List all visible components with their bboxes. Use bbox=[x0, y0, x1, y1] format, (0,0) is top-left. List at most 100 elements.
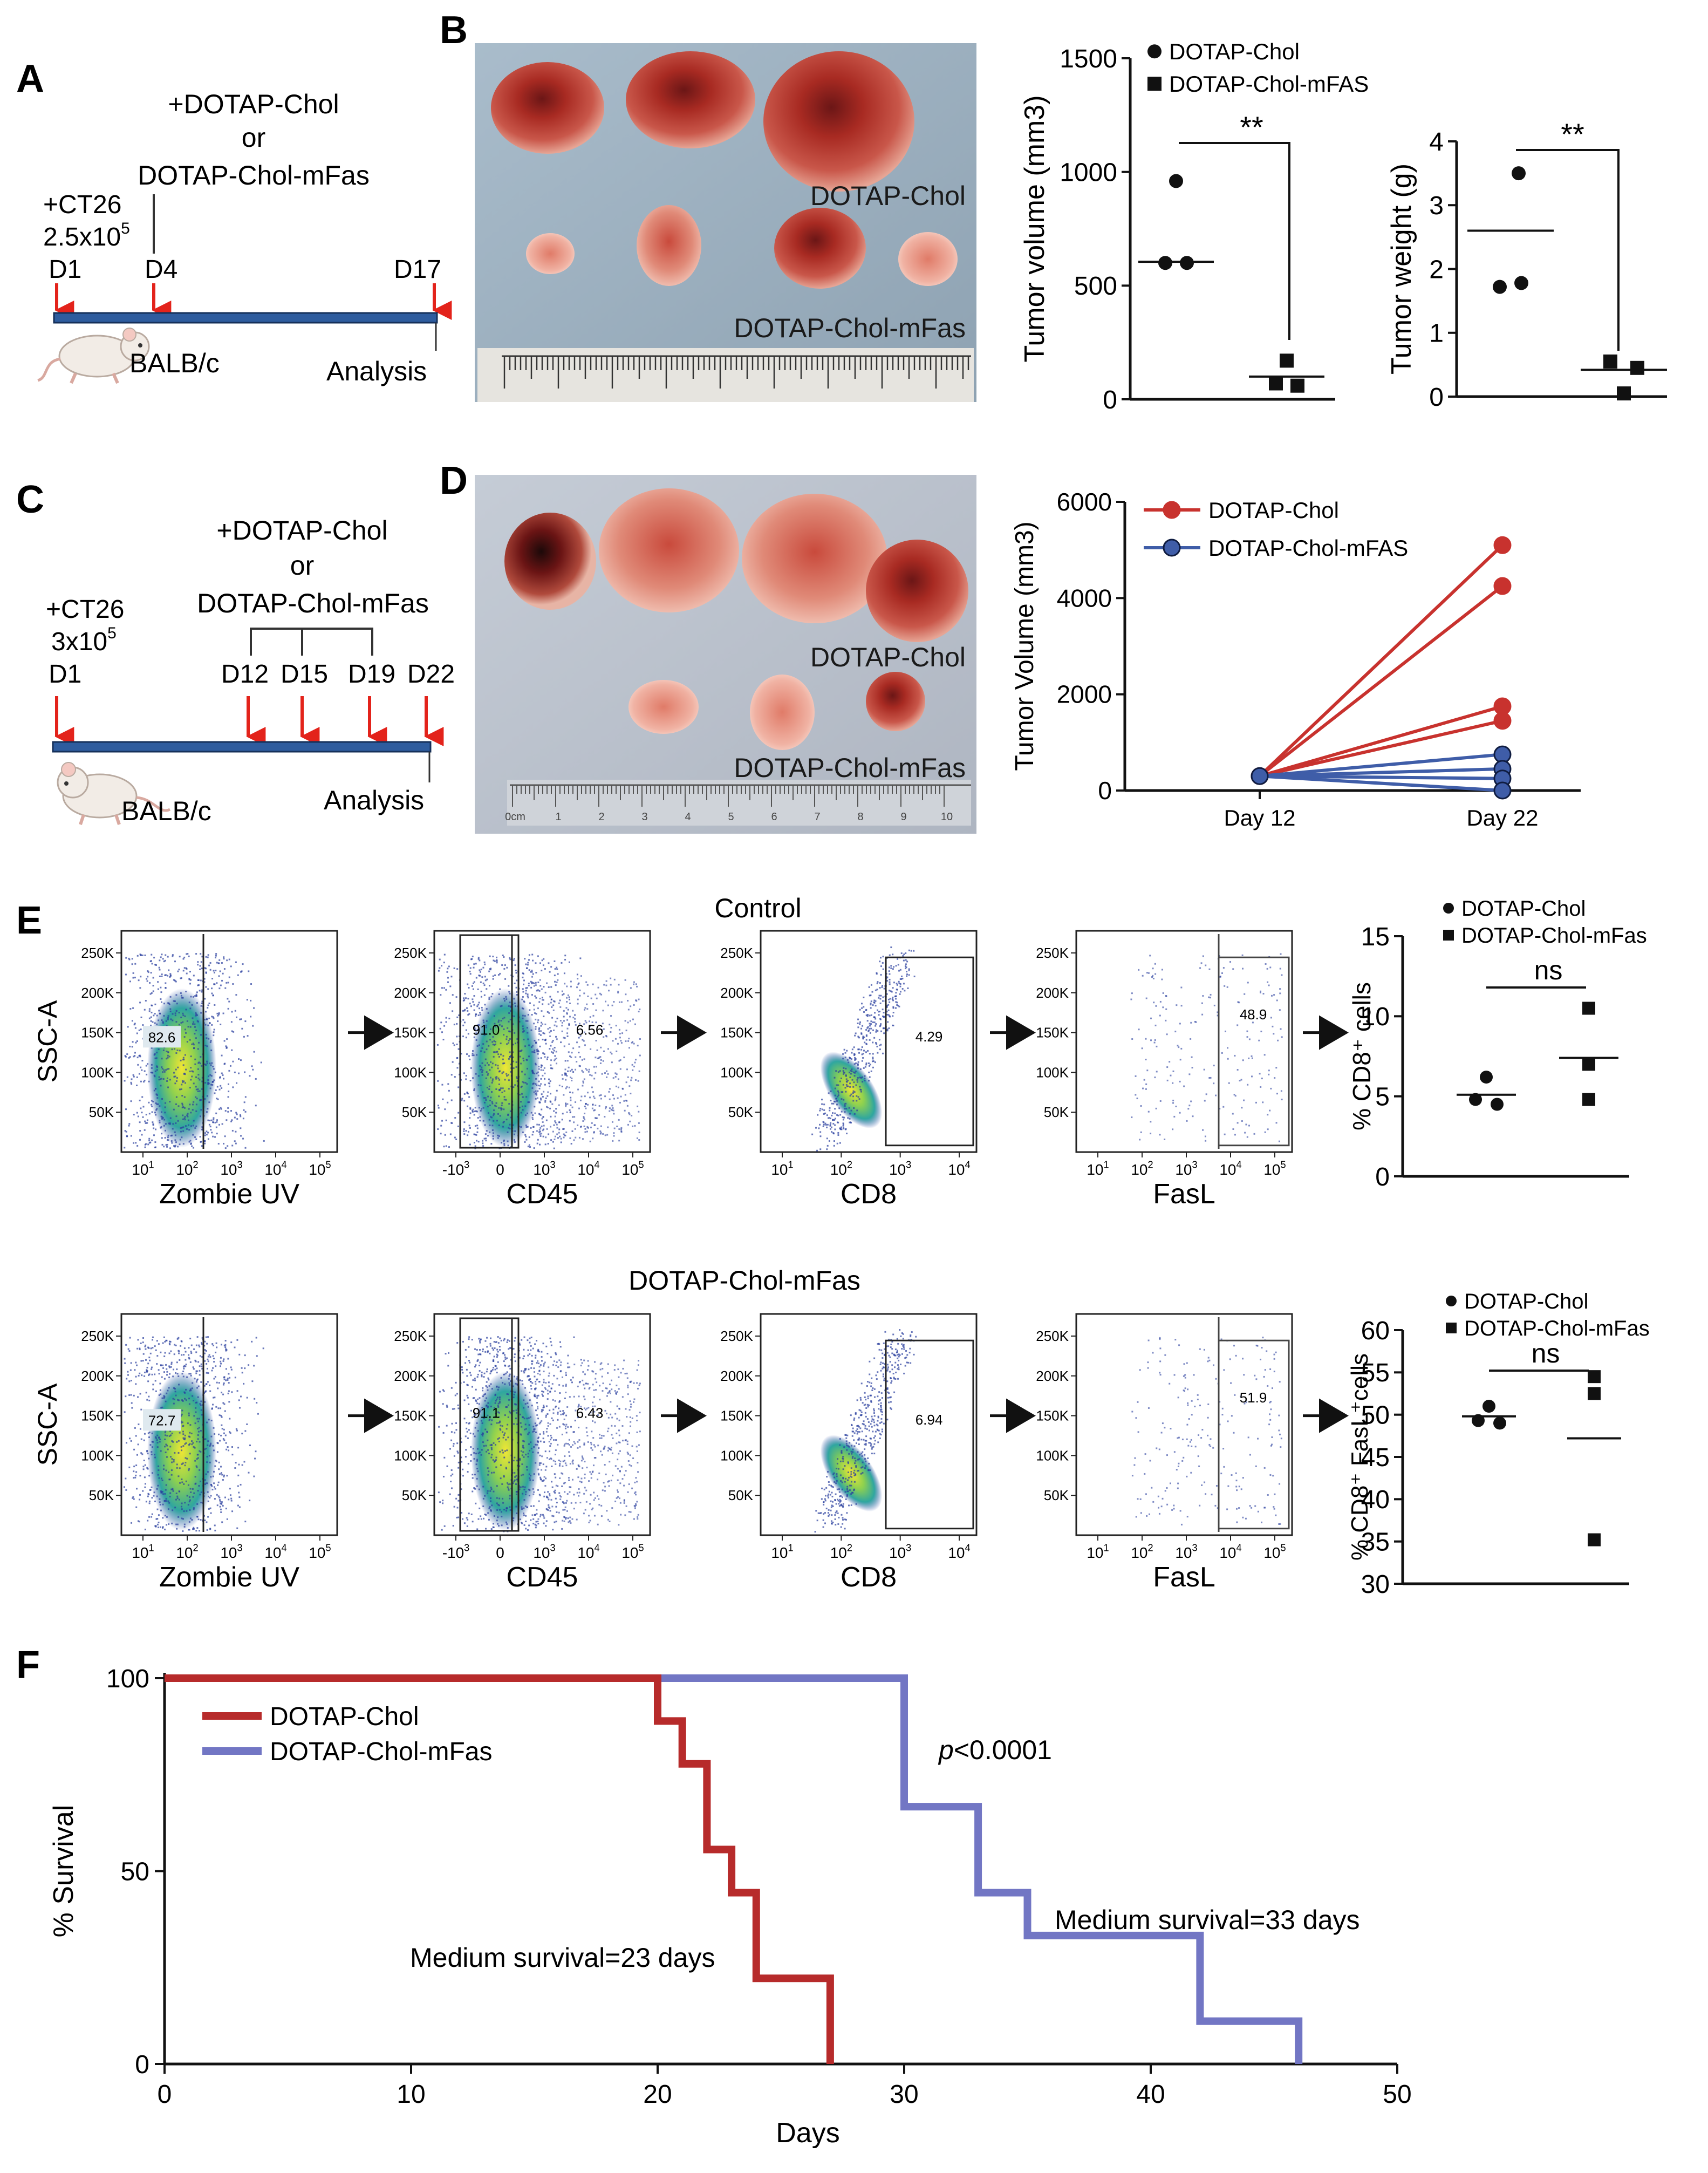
flow-event bbox=[195, 995, 197, 997]
flow-event bbox=[842, 1070, 844, 1072]
flow-event bbox=[132, 1497, 134, 1499]
flow-event bbox=[193, 1415, 195, 1417]
flow-event bbox=[906, 961, 908, 963]
flow-event bbox=[476, 1360, 479, 1362]
flow-event bbox=[460, 1053, 462, 1055]
flow-event bbox=[174, 1048, 176, 1050]
flow-event bbox=[840, 1077, 842, 1079]
flow-event bbox=[169, 1123, 171, 1125]
flow-event bbox=[139, 1372, 141, 1374]
flow-event bbox=[550, 1439, 552, 1441]
flow-event bbox=[178, 1012, 180, 1014]
flow-event bbox=[168, 1055, 170, 1058]
flow-event bbox=[545, 1136, 547, 1139]
flow-gate bbox=[885, 956, 974, 1147]
flow-event bbox=[243, 1109, 245, 1111]
flow-event bbox=[566, 1060, 569, 1062]
flow-event bbox=[213, 1345, 215, 1347]
flow-event bbox=[486, 1450, 488, 1453]
flow-event bbox=[197, 984, 200, 986]
flow-event bbox=[213, 1068, 215, 1070]
flow-event bbox=[535, 1380, 537, 1382]
flow-event bbox=[1244, 1132, 1246, 1134]
flow-event bbox=[822, 1125, 824, 1127]
flow-event bbox=[191, 1070, 193, 1072]
flow-event bbox=[834, 1087, 836, 1089]
flow-event bbox=[509, 1002, 511, 1004]
flow-event bbox=[221, 1503, 223, 1505]
flow-event bbox=[879, 987, 881, 989]
flow-event bbox=[492, 1135, 494, 1137]
flow-event bbox=[528, 1379, 530, 1381]
flow-event bbox=[148, 1142, 151, 1144]
flow-event bbox=[505, 1467, 507, 1469]
flow-event bbox=[140, 1342, 142, 1344]
flow-event bbox=[150, 1072, 152, 1074]
flow-event bbox=[156, 1434, 159, 1436]
flow-event bbox=[473, 1397, 475, 1399]
flow-event bbox=[170, 1488, 173, 1490]
flow-event bbox=[209, 1074, 211, 1076]
flow-event bbox=[142, 1081, 145, 1083]
flow-event bbox=[174, 1075, 176, 1078]
flow-event bbox=[218, 1013, 220, 1016]
y-tick-label: 200K bbox=[394, 985, 427, 1001]
flow-event bbox=[556, 1089, 558, 1092]
flow-event bbox=[514, 1353, 516, 1355]
flow-event bbox=[1227, 1058, 1229, 1060]
flow-event bbox=[479, 1120, 481, 1122]
flow-event bbox=[554, 1024, 556, 1026]
flow-event bbox=[1267, 1114, 1269, 1116]
flow-event bbox=[502, 1071, 504, 1073]
flow-event bbox=[490, 1096, 492, 1099]
flow-event bbox=[154, 1146, 156, 1148]
flow-event bbox=[447, 981, 449, 983]
flow-event bbox=[578, 1023, 580, 1025]
flow-event bbox=[1135, 1075, 1137, 1077]
flow-event bbox=[491, 1454, 493, 1456]
flow-event bbox=[210, 1512, 212, 1514]
flow-event bbox=[484, 1351, 487, 1353]
flow-event bbox=[534, 1050, 536, 1052]
flow-event bbox=[495, 1105, 497, 1107]
flow-event bbox=[555, 984, 557, 986]
flow-event bbox=[216, 1494, 218, 1496]
flow-event bbox=[1260, 1086, 1262, 1088]
flow-event bbox=[214, 1433, 216, 1435]
flow-event bbox=[175, 1141, 177, 1143]
flow-event bbox=[184, 1119, 186, 1121]
flow-event bbox=[538, 1033, 541, 1035]
flow-event bbox=[519, 1344, 521, 1346]
flow-event bbox=[208, 1419, 210, 1421]
flow-event bbox=[180, 1059, 182, 1061]
flow-event bbox=[495, 1400, 497, 1402]
flow-event bbox=[193, 1047, 195, 1050]
flow-event bbox=[584, 1128, 586, 1130]
flow-event bbox=[155, 1437, 158, 1439]
flow-event bbox=[161, 1376, 163, 1378]
flow-event bbox=[209, 1461, 211, 1463]
flow-event bbox=[172, 1441, 174, 1443]
flow-event bbox=[180, 1088, 182, 1091]
flow-event bbox=[465, 1078, 467, 1080]
flow-event bbox=[524, 1082, 527, 1084]
flow-event bbox=[525, 1125, 527, 1127]
flow-event bbox=[205, 1064, 207, 1066]
flow-event bbox=[160, 1477, 162, 1480]
flow-event bbox=[487, 1406, 489, 1408]
data-point-circle bbox=[1512, 166, 1526, 181]
flow-event bbox=[599, 1130, 602, 1132]
flow-event bbox=[497, 1137, 499, 1139]
flow-event bbox=[474, 1015, 476, 1017]
flow-event bbox=[447, 977, 449, 979]
flow-event bbox=[204, 1352, 206, 1354]
flow-event bbox=[165, 1144, 167, 1146]
flow-event bbox=[619, 1037, 621, 1039]
flow-event bbox=[552, 1009, 555, 1011]
flow-event bbox=[542, 1514, 544, 1516]
flow-event bbox=[497, 1336, 499, 1338]
flow-event bbox=[146, 1450, 148, 1453]
flow-event bbox=[215, 955, 217, 957]
flow-event bbox=[498, 1107, 500, 1109]
flow-event bbox=[450, 1431, 453, 1433]
